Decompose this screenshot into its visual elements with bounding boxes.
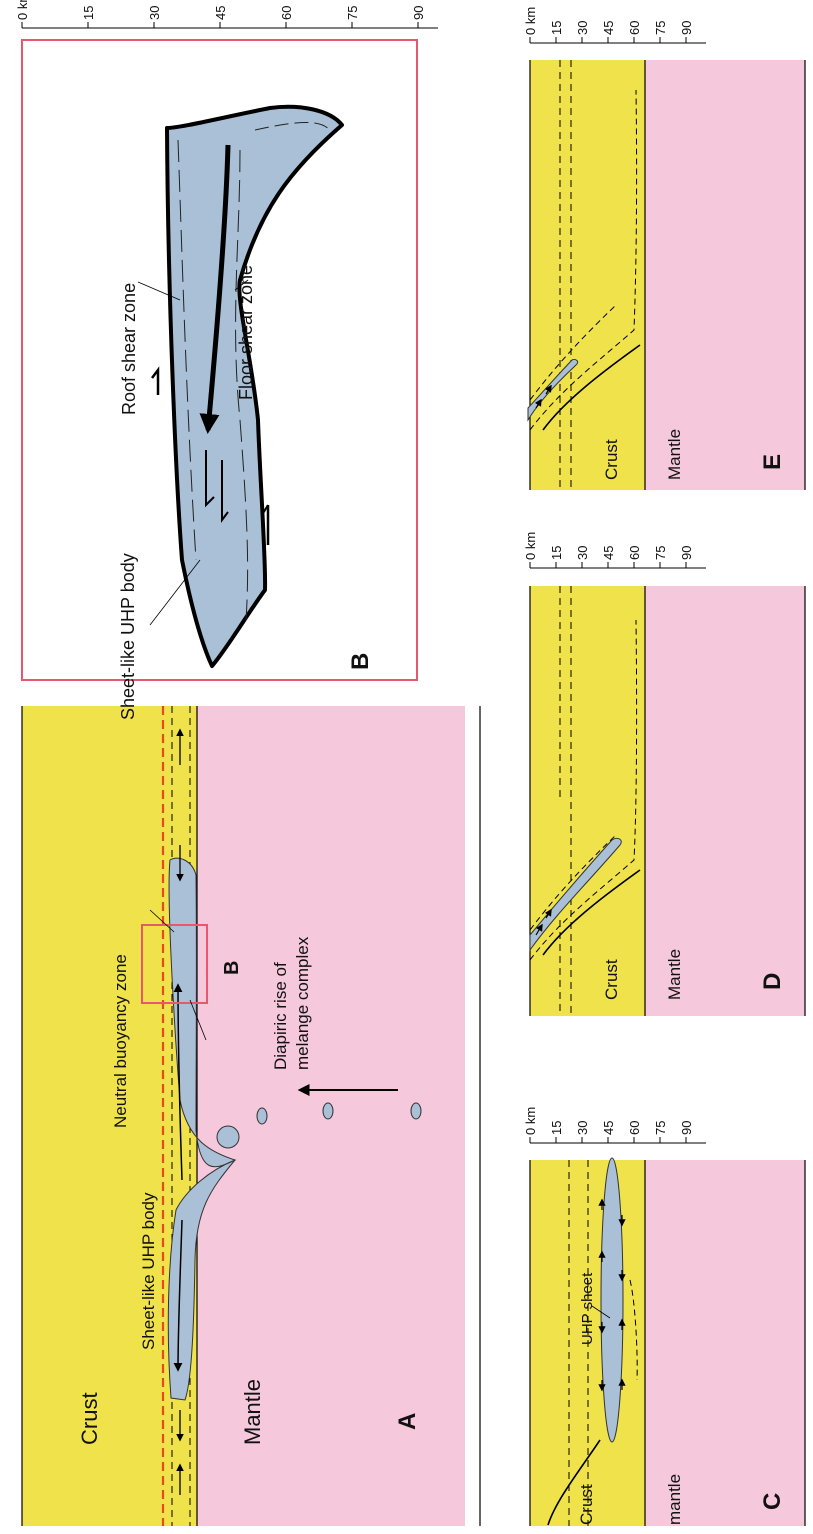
panel-a-crust — [22, 706, 197, 1526]
depth-tick-label-c: 0 km — [523, 1107, 538, 1135]
depth-tick-label-d: 45 — [601, 546, 616, 560]
depth-scales: 0 km 15 30 45 60 75 90 0 km 15 30 45 60 75 90 0 km 15 30… — [15, 0, 706, 1144]
panel-a: Crust Mantle Sheet-like UHP body Neutral… — [21, 706, 481, 1526]
panel-c: Crust mantle UHP sheet C — [529, 1157, 806, 1526]
panel-d-crust — [530, 586, 645, 1016]
panel-c-mantle-label: mantle — [665, 1474, 684, 1525]
depth-tick-label-e: 15 — [549, 21, 564, 35]
panel-c-letter: C — [759, 1493, 786, 1510]
panel-a-uhp-label: Sheet-like UHP body — [139, 1192, 158, 1350]
panel-e-letter: E — [759, 454, 786, 470]
depth-tick-label-d: 90 — [679, 546, 694, 560]
inset-b-frame — [141, 924, 208, 1004]
diapir-label-line-1: Diapiric rise of — [271, 962, 290, 1070]
depth-tick-label-a: 75 — [345, 6, 360, 20]
panel-b-letter: B — [347, 653, 374, 670]
panel-a-crust-label: Crust — [77, 1392, 102, 1445]
depth-tick-label-a: 45 — [213, 6, 228, 20]
depth-tick-label-c: 60 — [627, 1121, 642, 1135]
panel-e-mantle — [645, 60, 805, 490]
panel-d-letter: D — [759, 973, 786, 990]
panel-e-mantle-label: Mantle — [665, 429, 684, 480]
panel-b-uhp-body — [165, 104, 344, 668]
melange-blob — [410, 1102, 422, 1120]
depth-tick-label-d: 60 — [627, 546, 642, 560]
panel-a-letter: A — [394, 1413, 421, 1430]
depth-tick-label-d: 15 — [549, 546, 564, 560]
depth-tick-label-e: 45 — [601, 21, 616, 35]
depth-tick-label-c: 45 — [601, 1121, 616, 1135]
melange-blob — [256, 1107, 268, 1125]
depth-tick-label-e: 0 km — [523, 7, 538, 35]
melange-blob — [216, 1125, 240, 1149]
inset-b-letter: B — [221, 961, 243, 975]
depth-tick-label-d: 30 — [575, 546, 590, 560]
depth-tick-label-e: 90 — [679, 21, 694, 35]
depth-tick-label-a: 60 — [279, 6, 294, 20]
depth-tick-label-a: 0 km — [15, 0, 30, 20]
panel-a-mantle-label: Mantle — [240, 1379, 265, 1445]
panel-d-mantle-label: Mantle — [665, 949, 684, 1000]
melange-blob — [322, 1102, 334, 1120]
depth-tick-label-e: 75 — [653, 21, 668, 35]
depth-tick-label-a: 15 — [81, 6, 96, 20]
panel-d-mantle — [645, 586, 805, 1016]
panel-d-crust-label: Crust — [602, 959, 621, 1000]
neutral-buoyancy-label: Neutral buoyancy zone — [111, 954, 130, 1128]
panel-b: Roof shear zone Floor shear zone Sheet-l… — [21, 39, 418, 720]
diapir-label-line-2: melange complex — [293, 936, 312, 1070]
depth-tick-label-e: 30 — [575, 21, 590, 35]
panel-c-mantle — [645, 1160, 805, 1526]
depth-tick-label-a: 90 — [411, 6, 426, 20]
uhp-sheet-label: UHP sheet — [579, 1272, 596, 1345]
depth-tick-label-e: 60 — [627, 21, 642, 35]
panel-e-crust-label: Crust — [602, 439, 621, 480]
panel-d-uhp-body — [529, 837, 622, 952]
depth-tick-label-c: 90 — [679, 1121, 694, 1135]
panel-a-uhp-body — [167, 857, 237, 1401]
panel-d: Crust Mantle D — [529, 586, 806, 1016]
depth-tick-label-d: 0 km — [523, 532, 538, 560]
panel-c-uhp-sheet — [600, 1157, 624, 1443]
panel-b-flow-arrow — [199, 144, 231, 434]
panel-c-crust-label: Crust — [577, 1484, 596, 1525]
roof-shear-zone-label: Roof shear zone — [119, 283, 139, 415]
depth-tick-label-d: 75 — [653, 546, 668, 560]
panel-e: Crust Mantle E — [527, 60, 806, 490]
panel-b-body-label: Sheet-like UHP body — [118, 553, 138, 720]
depth-tick-label-c: 75 — [653, 1121, 668, 1135]
depth-tick-label-a: 30 — [147, 6, 162, 20]
panel-e-crust — [530, 60, 645, 490]
floor-shear-zone-label: Floor shear zone — [236, 265, 256, 400]
depth-tick-label-c: 30 — [575, 1121, 590, 1135]
depth-tick-label-c: 15 — [549, 1121, 564, 1135]
